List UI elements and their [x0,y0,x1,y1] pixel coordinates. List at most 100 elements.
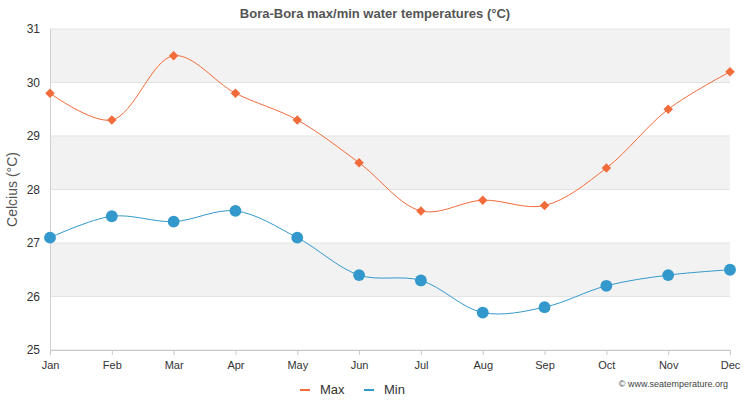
x-tick-label: Apr [227,359,244,371]
x-tick: Dec [721,350,741,371]
series [44,205,736,318]
marker [478,195,487,204]
marker [106,210,118,222]
grid-band [50,136,730,190]
y-tick-label: 26 [27,290,41,304]
x-tick-label: Jul [414,359,428,371]
marker [663,105,672,114]
marker [477,307,489,319]
grid-line [50,189,730,190]
x-tick-mark [730,350,731,355]
x-tick-label: Jun [351,359,369,371]
x-tick-label: Aug [473,359,493,371]
x-tick: Nov [659,350,679,371]
marker [662,269,674,281]
grid-line [50,82,730,83]
grid-line [50,243,730,244]
x-tick-mark [668,350,669,355]
x-tick-label: Nov [659,359,679,371]
x-tick-mark [50,350,51,355]
x-tick: Jul [414,350,428,371]
y-tick-label: 31 [27,22,41,36]
marker [293,115,302,124]
marker [291,232,303,244]
x-tick-label: Mar [165,359,184,371]
marker [600,280,612,292]
legend: Max Min [300,382,405,397]
x-tick: Oct [598,350,615,371]
x-axis: Jan Feb Mar Apr May Jun Jul Aug Sep Oct Nov Dec [42,350,741,371]
marker [107,115,116,124]
grid [50,29,730,350]
x-tick-mark [297,350,298,355]
x-tick: May [287,350,308,371]
marker [416,206,425,215]
title: Bora-Bora max/min water temperatures (°C… [240,6,510,21]
x-tick: Feb [103,350,122,371]
x-tick-mark [112,350,113,355]
marker [539,301,551,313]
x-tick-label: May [287,359,308,371]
y-tick-label: 25 [27,343,41,357]
x-tick-label: Feb [103,359,122,371]
y-tick: 28 [27,183,50,197]
x-tick-label: Oct [598,359,615,371]
marker [540,201,549,210]
x-tick: Jan [42,350,60,371]
x-axis-line [51,351,731,356]
plot-area [44,51,736,318]
x-tick-mark [359,350,360,355]
legend-label: Min [384,382,405,397]
y-tick: 30 [27,76,50,90]
marker [169,51,178,60]
x-tick-mark [606,350,607,355]
marker [724,264,736,276]
marker [44,232,56,244]
grid-line [50,29,730,30]
y-axis: 25 26 27 28 29 30 31 [27,22,51,357]
y-tick-label: 29 [27,129,41,143]
x-tick: Aug [473,350,493,371]
x-tick-mark [174,350,175,355]
grid-line [50,296,730,297]
legend-swatch [364,389,374,391]
legend-entry: Max [300,382,345,397]
marker [231,88,240,97]
marker [602,163,611,172]
chart: 25 26 27 28 29 30 31 Jan Feb Mar Apr May Jun Jul Aug Se… [0,0,750,400]
x-tick-mark [421,350,422,355]
y-axis-title: Celcius (°C) [4,152,20,227]
series-line [50,56,730,212]
y-tick: 25 [27,343,50,357]
grid-band [50,243,730,297]
legend-entry: Min [364,382,405,397]
series-line [50,211,730,314]
x-tick: Mar [165,350,184,371]
y-tick-label: 27 [27,236,41,250]
y-tick-label: 28 [27,183,41,197]
x-tick-mark [235,350,236,355]
marker [168,216,180,228]
marker [230,205,242,217]
legend-label: Max [320,382,345,397]
x-tick: Sep [535,350,555,371]
y-tick: 29 [27,129,50,143]
series [45,51,734,216]
y-tick: 31 [27,22,50,36]
x-tick-label: Sep [535,359,555,371]
marker [45,88,54,97]
legend-swatch [300,389,310,391]
x-tick-label: Dec [721,359,741,371]
x-tick-label: Jan [42,359,60,371]
marker [415,275,427,287]
marker [353,269,365,281]
x-tick: Jun [351,350,369,371]
marker [354,158,363,167]
x-tick-mark [483,350,484,355]
y-axis-line [50,30,51,351]
y-tick-label: 30 [27,76,41,90]
grid-line [50,136,730,137]
y-tick: 26 [27,290,50,304]
x-tick: Apr [227,350,244,371]
marker [725,67,734,76]
